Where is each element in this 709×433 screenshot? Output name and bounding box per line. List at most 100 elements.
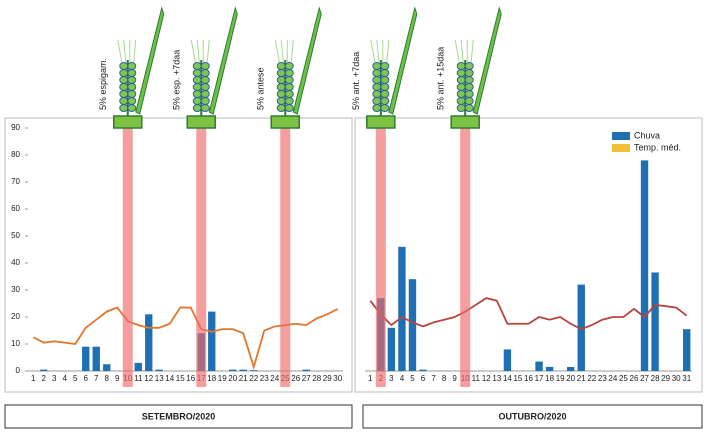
grain xyxy=(276,69,286,77)
x-tick-label: 28 xyxy=(651,374,660,383)
grain xyxy=(119,76,129,84)
y-tick-label: 60 xyxy=(11,204,20,213)
stage-band xyxy=(460,128,471,387)
grain xyxy=(456,90,466,98)
x-tick-label: 12 xyxy=(144,374,153,383)
x-tick-label: 20 xyxy=(566,374,575,383)
x-axis-label: OUTUBRO/2020 xyxy=(498,411,566,421)
grain xyxy=(380,76,390,84)
x-tick-label: 24 xyxy=(608,374,617,383)
rain-bar xyxy=(683,329,691,371)
x-tick-label: 28 xyxy=(312,374,321,383)
leaf xyxy=(472,6,502,115)
rain-bar xyxy=(82,346,90,371)
x-tick-label: 5 xyxy=(73,374,78,383)
rain-bar xyxy=(134,362,142,371)
y-tick-label: 80 xyxy=(11,150,20,159)
y-tick-label: 10 xyxy=(11,339,20,348)
stem-base xyxy=(113,115,143,129)
grain xyxy=(119,104,129,112)
grain xyxy=(276,76,286,84)
awn xyxy=(206,39,210,63)
grain xyxy=(464,90,474,98)
x-tick-label: 29 xyxy=(661,374,670,383)
awn xyxy=(196,39,200,63)
rain-bar xyxy=(302,369,310,371)
stem-base xyxy=(450,115,480,129)
x-tick-label: 30 xyxy=(672,374,681,383)
x-tick-label: 29 xyxy=(323,374,332,383)
grain xyxy=(380,97,390,105)
grain xyxy=(464,83,474,91)
grain xyxy=(276,62,286,70)
stem-base xyxy=(366,115,396,129)
x-tick-label: 4 xyxy=(63,374,68,383)
stage-label: 5% ant. +15daa xyxy=(436,47,446,110)
legend-label: Chuva xyxy=(634,130,660,140)
rain-bar xyxy=(229,369,237,371)
grain xyxy=(284,90,294,98)
grain xyxy=(192,76,202,84)
rain-bar xyxy=(40,369,48,371)
grain xyxy=(127,76,137,84)
rain-bar xyxy=(145,314,153,371)
grain xyxy=(284,104,294,112)
x-tick-label: 13 xyxy=(155,374,164,383)
x-tick-label: 4 xyxy=(400,374,405,383)
rain-bar xyxy=(239,369,247,371)
x-tick-label: 22 xyxy=(587,374,596,383)
rain-bar xyxy=(503,349,512,371)
grain xyxy=(464,97,474,105)
grain xyxy=(456,97,466,105)
rain-bar xyxy=(208,311,216,371)
awn xyxy=(123,39,127,63)
x-tick-label: 15 xyxy=(513,374,522,383)
rain-bar xyxy=(640,160,649,371)
xlabel-box xyxy=(4,404,353,429)
awn xyxy=(190,39,196,63)
x-tick-label: 6 xyxy=(421,374,426,383)
rain-bar xyxy=(387,327,396,371)
leaf xyxy=(388,6,418,115)
awn xyxy=(370,39,376,63)
grain xyxy=(119,69,129,77)
grain xyxy=(456,76,466,84)
x-tick-label: 26 xyxy=(291,374,300,383)
grain xyxy=(119,62,129,70)
x-tick-label: 22 xyxy=(249,374,258,383)
rain-bar xyxy=(419,369,427,371)
x-tick-label: 9 xyxy=(452,374,457,383)
x-tick-label: 19 xyxy=(218,374,227,383)
leaf xyxy=(292,6,322,115)
grain xyxy=(276,90,286,98)
x-tick-label: 18 xyxy=(207,374,216,383)
grain xyxy=(284,97,294,105)
grain xyxy=(119,83,129,91)
awn xyxy=(290,39,294,63)
x-tick-label: 11 xyxy=(472,374,481,383)
grain xyxy=(200,97,210,105)
awn xyxy=(470,39,474,63)
x-tick-label: 3 xyxy=(52,374,57,383)
y-tick-label: 50 xyxy=(11,231,20,240)
grain xyxy=(284,83,294,91)
x-tick-label: 7 xyxy=(431,374,436,383)
grain xyxy=(372,76,382,84)
x-tick-label: 3 xyxy=(389,374,394,383)
grain xyxy=(192,97,202,105)
grain xyxy=(284,62,294,70)
grain xyxy=(380,90,390,98)
awn xyxy=(280,39,284,63)
x-tick-label: 5 xyxy=(410,374,415,383)
awn xyxy=(274,39,280,63)
grain xyxy=(456,104,466,112)
x-tick-label: 18 xyxy=(545,374,554,383)
rain-bar xyxy=(103,364,111,371)
grain xyxy=(372,97,382,105)
grain xyxy=(372,90,382,98)
x-tick-label: 16 xyxy=(186,374,195,383)
grain xyxy=(372,62,382,70)
grain xyxy=(200,90,210,98)
x-tick-label: 17 xyxy=(535,374,544,383)
